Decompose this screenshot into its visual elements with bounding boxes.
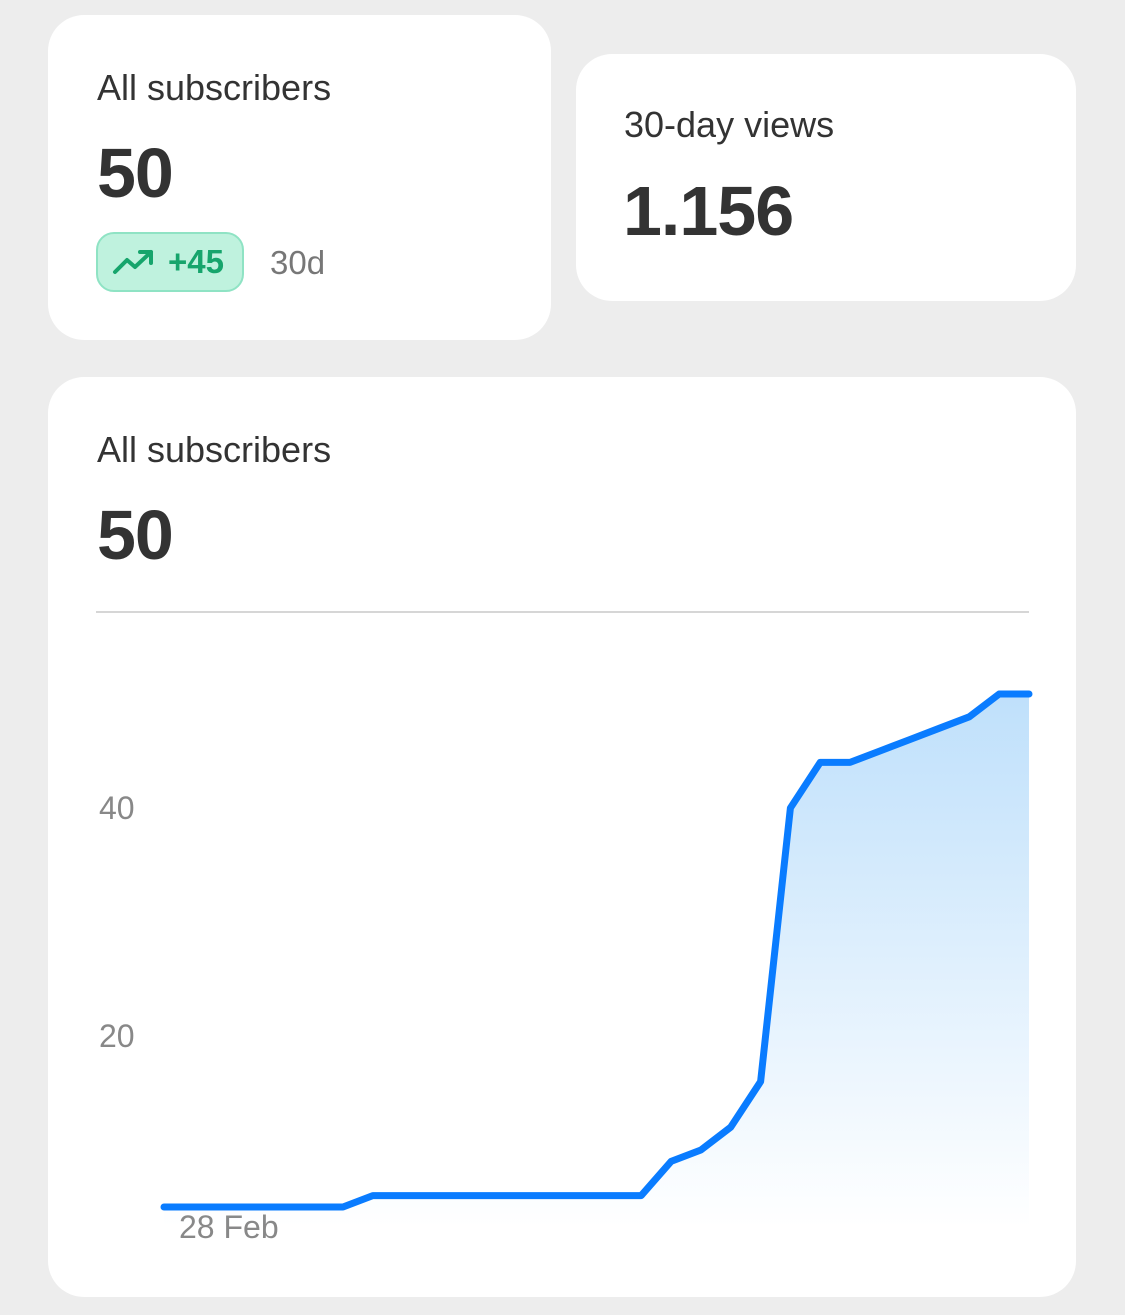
views-card-label: 30-day views [624, 104, 835, 145]
trending-up-icon [112, 247, 156, 277]
views-card[interactable]: 30-day views 1.156 [576, 54, 1076, 301]
subscribers-card[interactable]: All subscribers 50 +45 30d [48, 15, 551, 340]
chart-card-value: 50 [97, 496, 174, 574]
chart-series-line [160, 690, 1033, 1211]
chart-card-label: All subscribers [97, 429, 332, 470]
change-period: 30d [270, 244, 326, 281]
subscribers-card-label: All subscribers [97, 67, 332, 108]
subscribers-card-value: 50 [97, 134, 174, 212]
change-badge: +45 [96, 232, 244, 292]
y-tick-label: 40 [99, 790, 135, 826]
change-value: +45 [168, 243, 224, 280]
y-tick-label: 20 [99, 1018, 135, 1054]
chart-area-fill [164, 694, 1029, 1227]
views-card-value: 1.156 [623, 172, 794, 250]
